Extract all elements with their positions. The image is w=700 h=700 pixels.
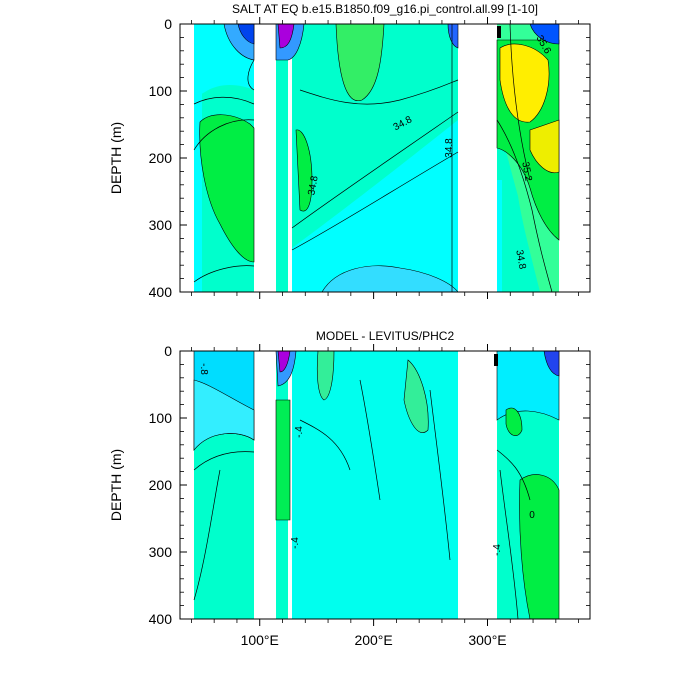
- contour-label: 0: [529, 510, 535, 521]
- cyan-region-pacific: [292, 351, 458, 619]
- black-cell-atlantic: [497, 26, 501, 38]
- salt-field: [193, 24, 560, 292]
- blue-region-atlantic-top: [543, 351, 560, 377]
- x-tick-label: 300°E: [468, 632, 506, 648]
- green-region-atlantic-small: [505, 407, 523, 436]
- contour-labels-top: 34.8 34.8 34.8 35.6 35.2 34.8: [306, 34, 553, 271]
- green-region-indonesia: [275, 399, 291, 521]
- darkblue-region-indian-top: [237, 24, 255, 45]
- contour-label: 34.8: [444, 138, 455, 158]
- deep-blue-region-pacific: [321, 265, 459, 292]
- panel-title: MODEL - LEVITUS/PHC2: [316, 329, 455, 343]
- contour-label: -.4: [492, 544, 503, 556]
- panel-salt: SALT AT EQ b.e15.B1850.f09_g16.pi_contro…: [108, 2, 591, 300]
- contour-label: 34.8: [306, 175, 320, 197]
- y-tick-label: 300: [149, 217, 173, 233]
- green-region-pacific-top: [316, 351, 335, 401]
- contour-label: -.4: [290, 537, 301, 549]
- y-axis-label: DEPTH (m): [108, 449, 124, 521]
- green-region-pacific-west: [295, 129, 313, 212]
- y-tick-label: 100: [149, 83, 173, 99]
- green-region-pacific-mid: [403, 359, 429, 433]
- light-cyan-region-indian: [193, 379, 255, 451]
- y-tick-label: 400: [149, 611, 173, 627]
- yellow-region-atlantic-mid: [529, 119, 560, 174]
- x-tick-label: 100°E: [241, 632, 279, 648]
- y-tick-label: 0: [164, 343, 172, 359]
- x-axis-ticks: [190, 17, 580, 299]
- y-tick-label: 100: [149, 410, 173, 426]
- y-tick-label: 200: [149, 150, 173, 166]
- x-tick-label: 200°E: [354, 632, 392, 648]
- cyan-region-atlantic-top: [496, 351, 560, 421]
- contour-lines: [193, 24, 553, 292]
- ocean-strip-indonesia: [276, 24, 288, 292]
- contour-label: -.8: [198, 363, 209, 375]
- y-tick-label: 400: [149, 284, 173, 300]
- contour-label: -.4: [294, 426, 305, 438]
- x-axis-ticks: 100°E 200°E 300°E: [190, 344, 580, 648]
- y-axis-ticks: 0 100 200 300 400: [149, 16, 590, 300]
- diff-field: [193, 351, 560, 619]
- panel-diff: MODEL - LEVITUS/PHC2 DEPTH (m): [108, 329, 591, 648]
- green-region-pacific-top: [335, 24, 385, 102]
- contour-label: 35.2: [519, 161, 533, 183]
- y-axis-ticks: 0 100 200 300 400: [149, 343, 590, 627]
- cyan-region-atlantic-west: [497, 180, 502, 292]
- cyan-region-pacific-deep: [292, 120, 458, 292]
- blue-region-atlantic-top: [529, 24, 560, 45]
- y-tick-label: 200: [149, 477, 173, 493]
- contour-labels-bottom: -.8 -.4 -.4 -.4 0: [198, 363, 535, 556]
- green-region-indian: [199, 114, 255, 263]
- panel-title: SALT AT EQ b.e15.B1850.f09_g16.pi_contro…: [232, 2, 538, 16]
- y-tick-label: 300: [149, 544, 173, 560]
- y-axis-label: DEPTH (m): [108, 122, 124, 194]
- black-cell-atlantic: [494, 354, 498, 366]
- cyan-region-indian-west: [194, 24, 202, 292]
- contour-lines: [193, 379, 531, 619]
- y-tick-label: 0: [164, 16, 172, 32]
- contour-label: 34.8: [513, 249, 527, 271]
